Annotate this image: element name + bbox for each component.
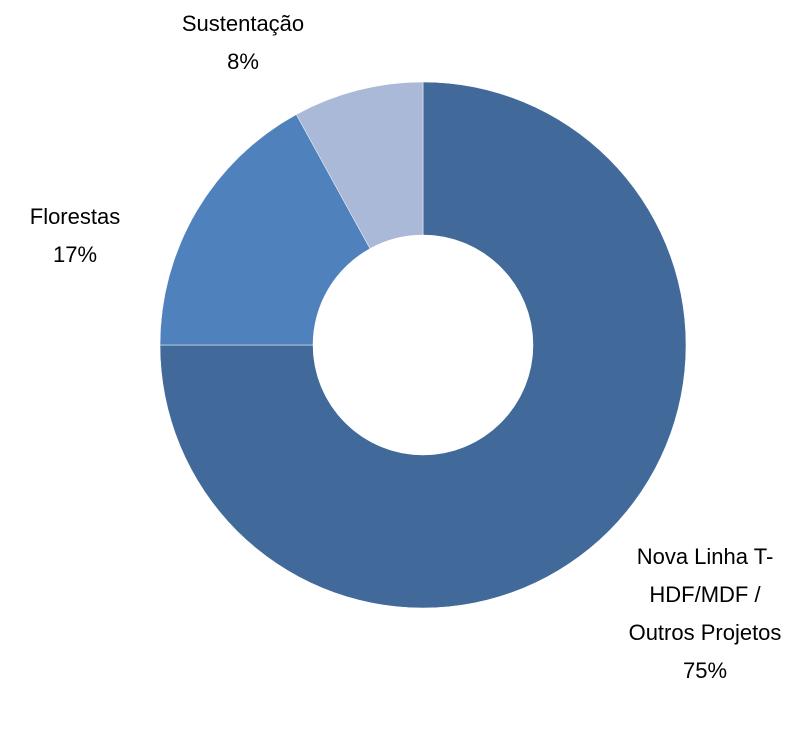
category-label: Sustentação bbox=[181, 11, 305, 36]
category-label: Florestas bbox=[29, 204, 121, 229]
donut-slice bbox=[159, 81, 687, 609]
slice-label: Sustentação 8% bbox=[143, 5, 343, 81]
slice-label: Florestas 17% bbox=[0, 198, 150, 274]
donut-slice bbox=[295, 81, 424, 249]
category-label: Nova Linha T-HDF/MDF / Outros Projetos bbox=[628, 544, 782, 645]
slice-label: Nova Linha T-HDF/MDF / Outros Projetos 7… bbox=[625, 538, 785, 690]
value-label: 17% bbox=[52, 242, 98, 267]
donut-slice bbox=[159, 114, 371, 346]
value-label: 8% bbox=[227, 49, 259, 74]
value-label: 75% bbox=[682, 658, 728, 683]
